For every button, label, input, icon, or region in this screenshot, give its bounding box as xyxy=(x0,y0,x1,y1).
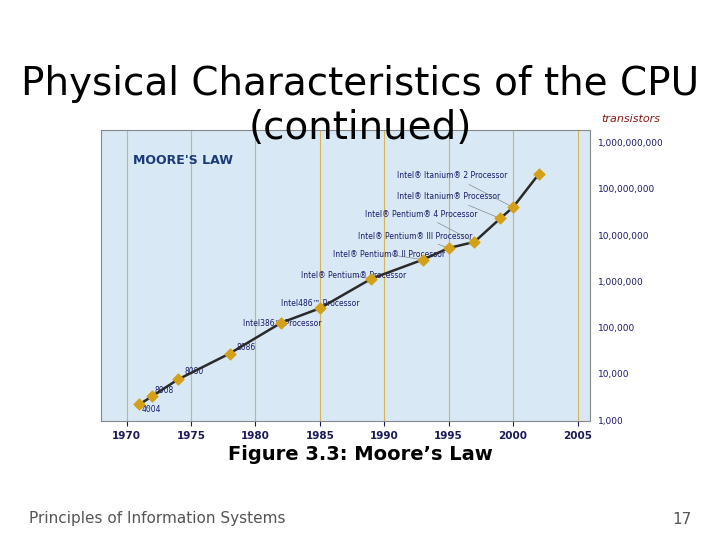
Point xyxy=(172,375,184,384)
Text: Figure 3.3: Moore’s Law: Figure 3.3: Moore’s Law xyxy=(228,446,492,464)
Text: 100,000,000: 100,000,000 xyxy=(598,185,655,194)
Text: 8008: 8008 xyxy=(155,387,174,395)
Point xyxy=(224,349,235,358)
Text: 10,000: 10,000 xyxy=(598,370,629,380)
Point xyxy=(366,274,377,283)
Point xyxy=(533,170,544,178)
Text: 8080: 8080 xyxy=(178,367,204,380)
Text: Physical Characteristics of the CPU
(continued): Physical Characteristics of the CPU (con… xyxy=(21,65,699,147)
Text: Intel® Pentium® Processor: Intel® Pentium® Processor xyxy=(300,271,406,280)
Text: 4004: 4004 xyxy=(142,405,161,414)
Text: 17: 17 xyxy=(672,511,691,526)
Point xyxy=(147,392,158,400)
Point xyxy=(314,304,325,313)
Text: 10,000,000: 10,000,000 xyxy=(598,232,649,241)
Text: 1,000,000,000: 1,000,000,000 xyxy=(598,139,663,148)
Text: 1,000,000: 1,000,000 xyxy=(598,278,644,287)
Point xyxy=(417,255,428,264)
Text: Intel® Pentium® III Processor: Intel® Pentium® III Processor xyxy=(359,232,473,247)
Point xyxy=(134,400,145,409)
Text: Intel® Pentium® 4 Processor: Intel® Pentium® 4 Processor xyxy=(365,210,477,241)
Text: Intel386™ Processor: Intel386™ Processor xyxy=(243,319,321,328)
Text: Intel® Itanium® 2 Processor: Intel® Itanium® 2 Processor xyxy=(397,171,510,206)
Point xyxy=(276,319,287,327)
Point xyxy=(469,238,480,246)
Text: Principles of Information Systems: Principles of Information Systems xyxy=(29,511,285,526)
Text: Intel® Pentium® II Processor: Intel® Pentium® II Processor xyxy=(333,250,445,259)
Text: 1,000: 1,000 xyxy=(598,417,624,426)
Text: 100,000: 100,000 xyxy=(598,324,635,333)
Text: Intel486™ Processor: Intel486™ Processor xyxy=(282,299,360,308)
Text: Intel® Itanium® Processor: Intel® Itanium® Processor xyxy=(397,192,500,218)
Text: transistors: transistors xyxy=(601,114,660,124)
Point xyxy=(495,214,506,223)
Text: 8086: 8086 xyxy=(230,342,256,354)
Point xyxy=(508,203,519,212)
Text: MOORE'S LAW: MOORE'S LAW xyxy=(133,154,233,167)
Point xyxy=(443,244,454,252)
